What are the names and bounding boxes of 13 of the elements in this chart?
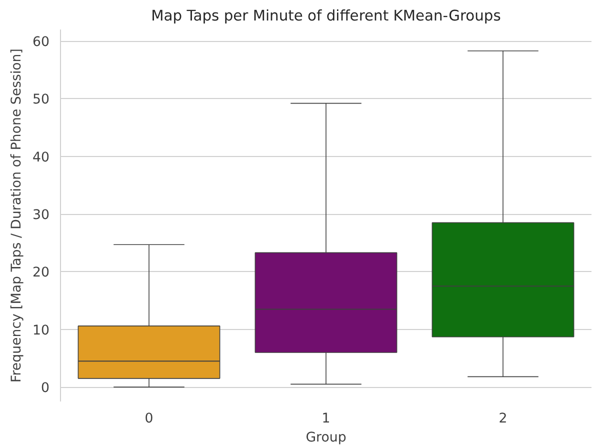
x-tick-label: 0	[144, 412, 154, 426]
chart-title: Map Taps per Minute of different KMean-Groups	[151, 8, 501, 24]
y-tick-label: 30	[32, 208, 50, 224]
y-tick-label: 20	[32, 266, 50, 281]
y-tick-label: 40	[32, 150, 50, 166]
x-tick-label: 1	[322, 412, 330, 426]
y-tick-label: 50	[32, 92, 50, 108]
x-tick-label: 2	[498, 412, 508, 426]
y-tick-label: 60	[32, 35, 50, 50]
x-axis-title: Group	[306, 430, 346, 446]
y-axis-title: Frequency [Map Taps / Duration of Phone Session]	[10, 48, 25, 382]
y-tick-label: 10	[32, 323, 50, 338]
y-tick-label: 0	[41, 381, 50, 396]
